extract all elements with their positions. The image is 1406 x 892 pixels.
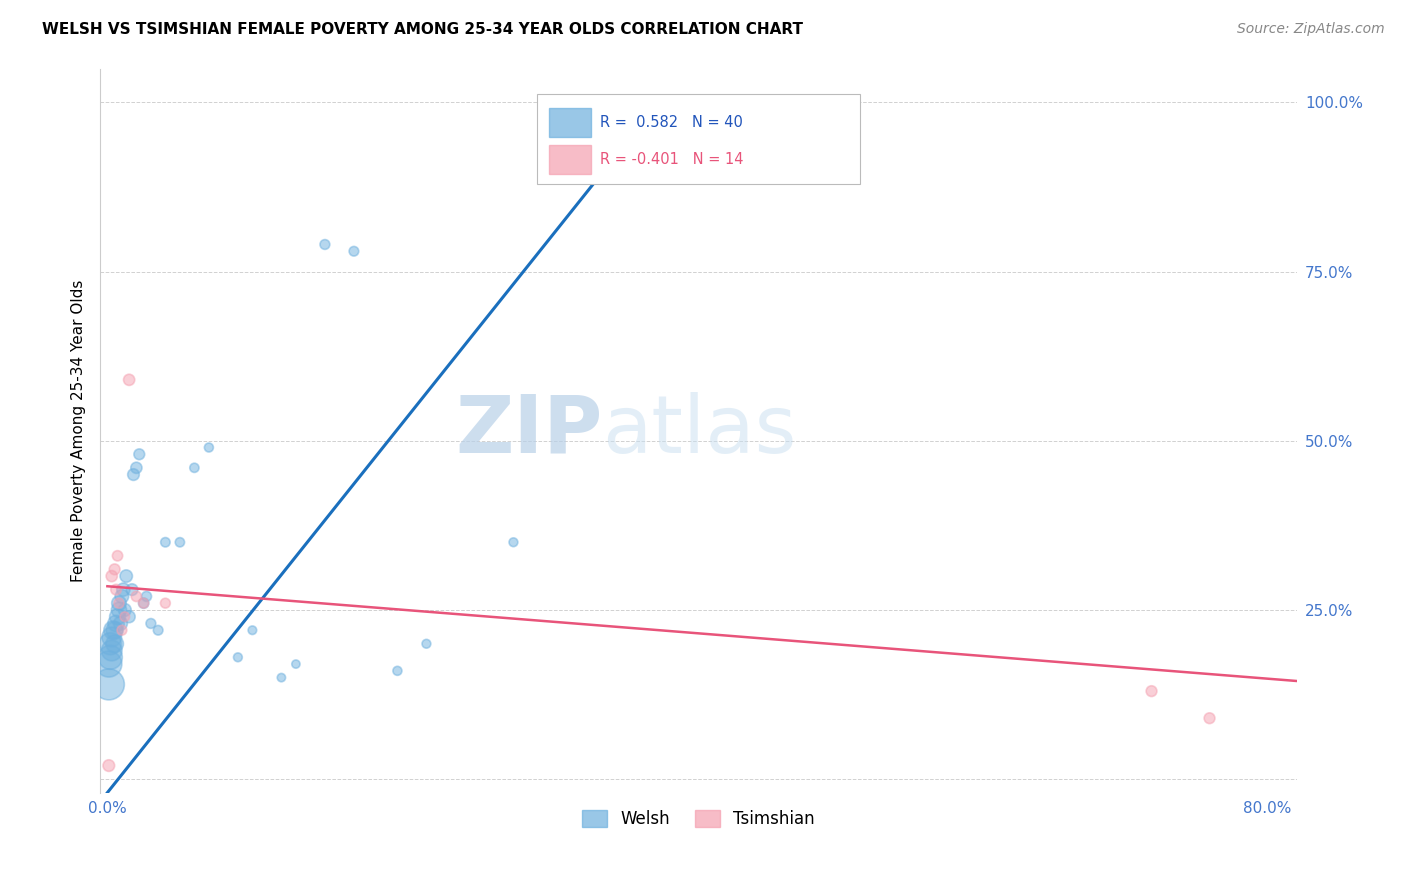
Point (114, 609, 136, 624)
Point (111, 624, 134, 638)
Point (1140, 684, 1163, 698)
Legend: Welsh, Tsimshian: Welsh, Tsimshian (575, 804, 821, 835)
Text: R = -0.401   N = 14: R = -0.401 N = 14 (600, 152, 744, 167)
Point (108, 596, 131, 610)
Point (105, 582, 128, 597)
Text: ZIP: ZIP (456, 392, 603, 469)
FancyBboxPatch shape (537, 94, 860, 185)
Point (139, 616, 162, 631)
Point (107, 609, 129, 624)
Point (242, 624, 264, 638)
Point (104, 562, 127, 576)
Text: WELSH VS TSIMSHIAN FEMALE POVERTY AMONG 25-34 YEAR OLDS CORRELATION CHART: WELSH VS TSIMSHIAN FEMALE POVERTY AMONG … (42, 22, 803, 37)
Point (146, 624, 169, 638)
Point (114, 603, 136, 617)
Point (118, 373, 141, 387)
Point (1198, 711, 1220, 725)
Y-axis label: Female Poverty Among 25-34 Year Olds: Female Poverty Among 25-34 Year Olds (72, 279, 86, 582)
Point (108, 603, 131, 617)
Point (105, 616, 128, 631)
Point (169, 535, 191, 549)
Point (110, 616, 132, 631)
Point (121, 582, 143, 597)
Point (100, 643, 122, 657)
Point (122, 467, 145, 482)
Point (97, 758, 120, 772)
Point (502, 535, 524, 549)
Point (115, 569, 138, 583)
Bar (548, 145, 591, 174)
Point (118, 609, 141, 624)
Point (284, 657, 307, 671)
Point (97, 677, 120, 691)
Point (125, 460, 148, 475)
Point (132, 596, 155, 610)
Point (135, 590, 157, 604)
Point (104, 637, 127, 651)
Point (100, 569, 122, 583)
Point (111, 590, 134, 604)
Point (314, 237, 336, 252)
Point (155, 535, 177, 549)
Point (128, 447, 150, 461)
Bar (548, 108, 591, 137)
Point (270, 671, 292, 685)
Point (108, 596, 131, 610)
Point (101, 624, 124, 638)
Text: atlas: atlas (603, 392, 797, 469)
Point (155, 596, 177, 610)
Point (132, 596, 155, 610)
Point (98, 637, 121, 651)
Point (198, 441, 221, 455)
Text: R =  0.582   N = 40: R = 0.582 N = 40 (600, 115, 744, 130)
Point (183, 460, 205, 475)
Point (104, 624, 127, 638)
Point (125, 590, 148, 604)
Point (343, 244, 366, 259)
Point (107, 549, 129, 563)
Point (97, 657, 120, 671)
Text: Source: ZipAtlas.com: Source: ZipAtlas.com (1237, 22, 1385, 37)
Point (226, 650, 249, 665)
Point (415, 637, 437, 651)
Point (387, 664, 409, 678)
Point (100, 630, 122, 644)
Point (112, 582, 135, 597)
Point (98, 650, 121, 665)
